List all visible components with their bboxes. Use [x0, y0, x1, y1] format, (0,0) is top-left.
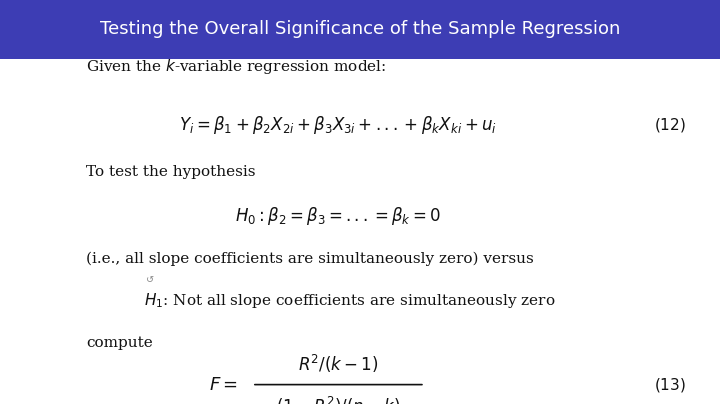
- Text: $Y_i = \beta_1 + \beta_2 X_{2i} + \beta_3 X_{3i} + ... + \beta_k X_{ki} + u_i$: $Y_i = \beta_1 + \beta_2 X_{2i} + \beta_…: [179, 114, 498, 136]
- Text: To test the hypothesis: To test the hypothesis: [86, 165, 256, 179]
- Text: $F = $: $F = $: [209, 376, 238, 393]
- Text: $\circlearrowleft$: $\circlearrowleft$: [144, 274, 156, 284]
- Text: Testing the Overall Significance of the Sample Regression: Testing the Overall Significance of the …: [100, 20, 620, 38]
- Text: $(12)$: $(12)$: [654, 116, 685, 134]
- Text: $(1-R^2)/(n-k)$: $(1-R^2)/(n-k)$: [276, 395, 400, 404]
- Text: Given the $k$-variable regression model:: Given the $k$-variable regression model:: [86, 57, 387, 76]
- FancyBboxPatch shape: [0, 59, 720, 404]
- Text: $H_1$: Not all slope coefficients are simultaneously zero: $H_1$: Not all slope coefficients are si…: [144, 291, 555, 311]
- Text: compute: compute: [86, 337, 153, 350]
- Text: (i.e., all slope coefficients are simultaneously zero) versus: (i.e., all slope coefficients are simult…: [86, 251, 534, 266]
- Text: $(13)$: $(13)$: [654, 376, 685, 393]
- FancyBboxPatch shape: [0, 0, 720, 59]
- Text: $R^2/(k-1)$: $R^2/(k-1)$: [298, 353, 379, 375]
- Text: $H_0 : \beta_2 = \beta_3 = ... = \beta_k = 0$: $H_0 : \beta_2 = \beta_3 = ... = \beta_k…: [235, 205, 441, 227]
